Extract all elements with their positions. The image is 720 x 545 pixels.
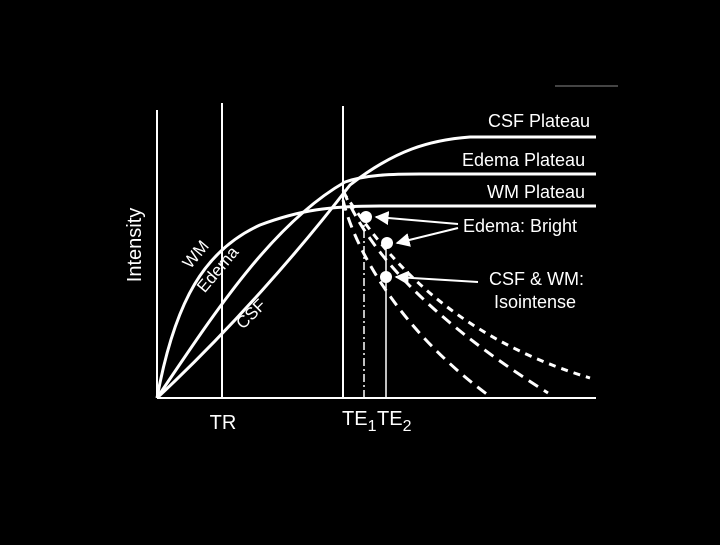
csf-wm-label-line2: Isointense: [494, 292, 576, 312]
te2-edema-dot: [381, 237, 393, 249]
wm-plateau-label: WM Plateau: [487, 182, 585, 202]
edema-arrow-te2: [395, 227, 459, 247]
te1-edema-dot: [360, 211, 372, 223]
x-tick-tr: TR: [210, 412, 237, 434]
csf-recovery-curve: [155, 135, 596, 400]
isointense-arrow: [394, 270, 479, 285]
te1-subscript: 1: [368, 418, 377, 435]
x-tick-te1: TE1: [342, 408, 377, 435]
te2-isointense-dot: [380, 271, 392, 283]
csf-curve-label: CSF: [232, 295, 269, 332]
x-tick-te2: TE2: [377, 408, 412, 435]
edema-bright-label: Edema: Bright: [463, 216, 577, 236]
edema-arrow-te1: [374, 211, 459, 226]
te2-main: TE: [377, 408, 403, 430]
csf-plateau-label: CSF Plateau: [488, 111, 590, 131]
y-axis-label: Intensity: [124, 208, 146, 282]
wm-decay-curve: [341, 199, 489, 397]
te2-subscript: 2: [403, 418, 412, 435]
wm-recovery-curve: [155, 204, 596, 399]
csf-wm-label-line1: CSF & WM:: [489, 269, 584, 289]
edema-recovery-curve: [155, 172, 596, 399]
te1-main: TE: [342, 408, 368, 430]
edema-plateau-label: Edema Plateau: [462, 150, 585, 170]
